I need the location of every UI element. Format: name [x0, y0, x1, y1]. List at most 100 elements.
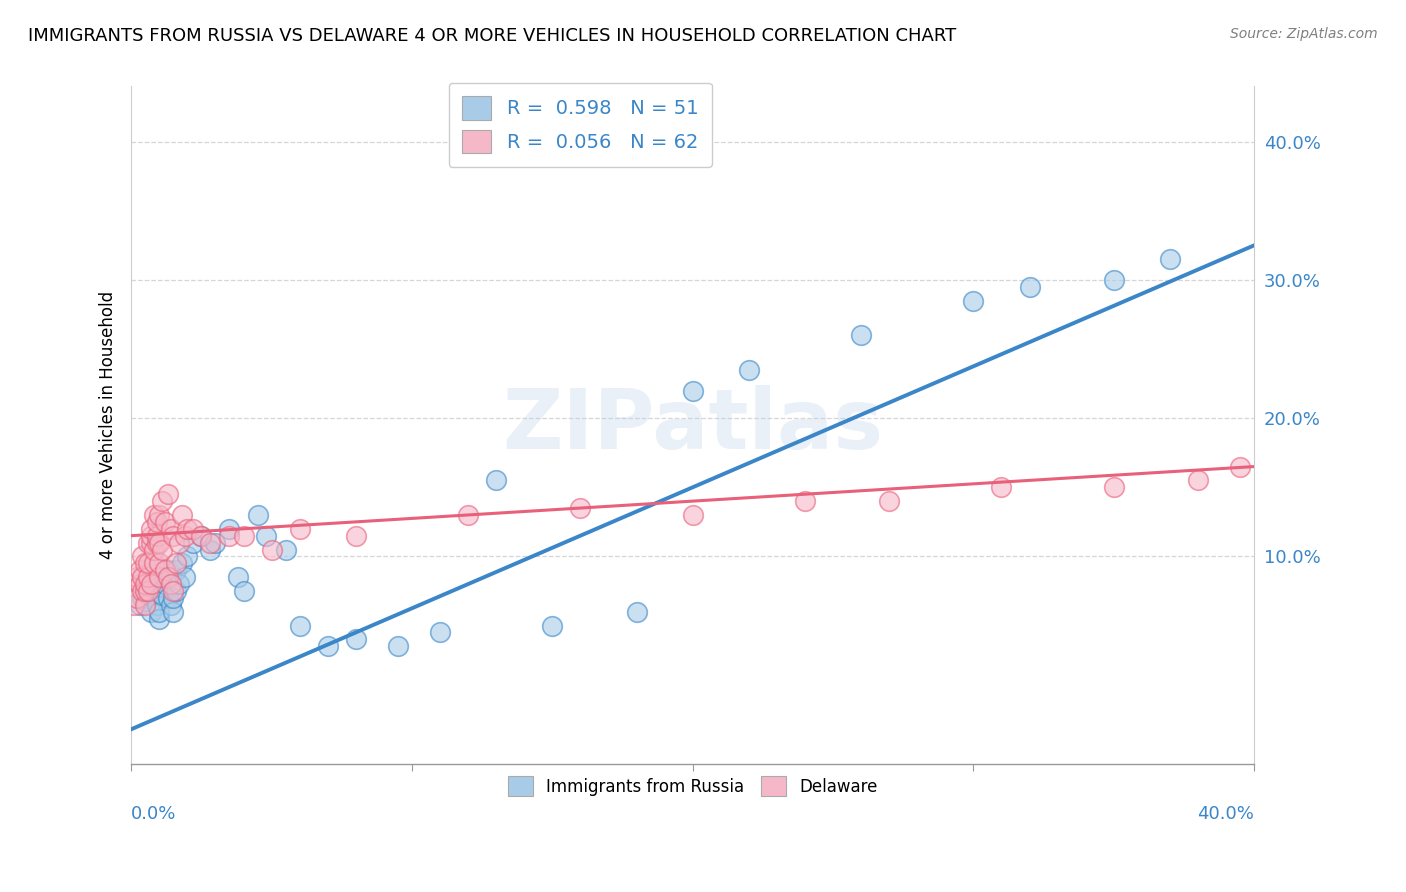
Point	[849, 328, 872, 343]
Point	[159, 522, 181, 536]
Point	[274, 542, 297, 557]
Point	[218, 522, 240, 536]
Point	[136, 584, 159, 599]
Point	[134, 557, 156, 571]
Point	[139, 605, 162, 619]
Point	[165, 563, 187, 577]
Point	[148, 557, 170, 571]
Point	[139, 522, 162, 536]
Point	[485, 474, 508, 488]
Point	[344, 529, 367, 543]
Point	[153, 563, 176, 577]
Point	[156, 591, 179, 605]
Legend: Immigrants from Russia, Delaware: Immigrants from Russia, Delaware	[501, 769, 884, 803]
Point	[159, 598, 181, 612]
Point	[682, 384, 704, 398]
Point	[316, 640, 339, 654]
Point	[134, 593, 156, 607]
Text: ZIPatlas: ZIPatlas	[502, 384, 883, 466]
Text: 0.0%: 0.0%	[131, 805, 177, 823]
Text: 40.0%: 40.0%	[1198, 805, 1254, 823]
Point	[125, 591, 148, 605]
Point	[134, 584, 156, 599]
Point	[962, 293, 984, 308]
Point	[139, 577, 162, 591]
Point	[134, 598, 156, 612]
Point	[877, 494, 900, 508]
Point	[344, 632, 367, 647]
Point	[232, 529, 254, 543]
Point	[142, 584, 165, 599]
Text: Source: ZipAtlas.com: Source: ZipAtlas.com	[1230, 27, 1378, 41]
Point	[254, 529, 277, 543]
Point	[128, 563, 150, 577]
Point	[142, 508, 165, 522]
Point	[198, 535, 221, 549]
Point	[260, 542, 283, 557]
Point	[134, 577, 156, 591]
Point	[162, 591, 184, 605]
Text: IMMIGRANTS FROM RUSSIA VS DELAWARE 4 OR MORE VEHICLES IN HOUSEHOLD CORRELATION C: IMMIGRANTS FROM RUSSIA VS DELAWARE 4 OR …	[28, 27, 956, 45]
Point	[1102, 273, 1125, 287]
Point	[232, 584, 254, 599]
Point	[131, 584, 153, 599]
Point	[153, 570, 176, 584]
Point	[136, 570, 159, 584]
Point	[170, 557, 193, 571]
Point	[162, 584, 184, 599]
Point	[150, 588, 173, 602]
Point	[162, 605, 184, 619]
Point	[226, 570, 249, 584]
Point	[990, 480, 1012, 494]
Point	[156, 563, 179, 577]
Y-axis label: 4 or more Vehicles in Household: 4 or more Vehicles in Household	[100, 291, 117, 559]
Point	[131, 570, 153, 584]
Point	[145, 580, 167, 594]
Point	[173, 570, 195, 584]
Point	[159, 570, 181, 584]
Point	[128, 598, 150, 612]
Point	[626, 605, 648, 619]
Point	[1018, 280, 1040, 294]
Point	[176, 549, 198, 564]
Point	[198, 542, 221, 557]
Point	[148, 612, 170, 626]
Point	[128, 577, 150, 591]
Point	[246, 508, 269, 522]
Point	[181, 522, 204, 536]
Point	[794, 494, 817, 508]
Point	[145, 598, 167, 612]
Point	[125, 570, 148, 584]
Point	[569, 501, 592, 516]
Point	[288, 522, 311, 536]
Point	[153, 577, 176, 591]
Point	[1102, 480, 1125, 494]
Point	[159, 577, 181, 591]
Point	[148, 605, 170, 619]
Point	[131, 591, 153, 605]
Point	[218, 529, 240, 543]
Point	[122, 598, 145, 612]
Point	[457, 508, 479, 522]
Point	[167, 577, 190, 591]
Point	[288, 618, 311, 632]
Point	[1187, 474, 1209, 488]
Point	[1229, 459, 1251, 474]
Point	[170, 508, 193, 522]
Point	[142, 542, 165, 557]
Point	[150, 494, 173, 508]
Point	[738, 363, 761, 377]
Point	[145, 515, 167, 529]
Point	[131, 549, 153, 564]
Point	[682, 508, 704, 522]
Point	[148, 570, 170, 584]
Point	[167, 535, 190, 549]
Point	[148, 535, 170, 549]
Point	[145, 529, 167, 543]
Point	[139, 529, 162, 543]
Point	[204, 535, 226, 549]
Point	[387, 640, 409, 654]
Point	[156, 570, 179, 584]
Point	[541, 618, 564, 632]
Point	[156, 487, 179, 501]
